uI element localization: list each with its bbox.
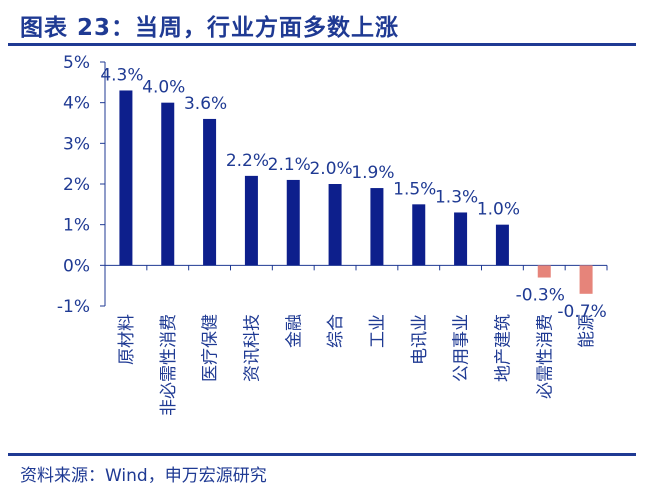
data-label: 2.1% bbox=[268, 155, 311, 175]
data-label: 1.5% bbox=[393, 179, 436, 199]
bar-2 bbox=[161, 102, 175, 266]
category-label: 综合 bbox=[326, 314, 346, 348]
y-tick-label: 3% bbox=[63, 134, 90, 154]
category-label: 医疗保健 bbox=[201, 314, 221, 382]
data-label: 3.6% bbox=[184, 94, 227, 114]
category-label: 工业 bbox=[368, 314, 388, 348]
bar-3 bbox=[203, 118, 217, 266]
category-label: 必需性消费 bbox=[535, 314, 555, 399]
bar-7 bbox=[370, 188, 384, 266]
data-label: 2.0% bbox=[309, 159, 352, 179]
category-label: 金融 bbox=[284, 314, 304, 348]
y-tick-label: -1% bbox=[57, 297, 90, 317]
data-label: -0.3% bbox=[516, 286, 565, 306]
category-label: 公用事业 bbox=[452, 314, 472, 382]
data-label: 2.2% bbox=[226, 151, 269, 171]
y-tick-label: 0% bbox=[63, 256, 90, 276]
data-label: 1.3% bbox=[435, 187, 478, 207]
bar-6 bbox=[328, 184, 342, 266]
data-labels: 4.3%4.0%3.6% 2.2%2.1%2.0%1.9%1.5%1.3%1.0%… bbox=[100, 65, 606, 321]
category-label: 原材料 bbox=[117, 314, 137, 365]
category-labels: 原材料 非必需性消费 医疗保健 资讯科技 金融 综合 工业 电讯业 公用事业 地产建筑 必需性消费 能… bbox=[117, 314, 597, 416]
y-tick-label: 5% bbox=[63, 53, 90, 73]
bar-5 bbox=[286, 179, 300, 266]
category-label: 地产建筑 bbox=[493, 314, 513, 382]
y-axis-ticks: -1% 0% 1% 2% 3% 4% 5% bbox=[57, 53, 608, 317]
data-label: 1.0% bbox=[477, 200, 520, 220]
bar-12 bbox=[579, 265, 593, 294]
data-label: 1.9% bbox=[351, 163, 394, 183]
title-rule bbox=[8, 43, 636, 46]
bar-1 bbox=[119, 90, 133, 266]
chart-title: 图表 23：当周，行业方面多数上涨 bbox=[20, 15, 400, 41]
y-tick-label: 1% bbox=[63, 216, 90, 236]
source-rule bbox=[8, 453, 636, 456]
bar-11 bbox=[537, 265, 551, 278]
y-tick-label: 4% bbox=[63, 94, 90, 114]
category-label: 资讯科技 bbox=[242, 314, 262, 382]
bar-8 bbox=[412, 204, 426, 266]
data-label: -0.7% bbox=[557, 302, 606, 322]
category-label: 非必需性消费 bbox=[159, 314, 179, 416]
data-label: 4.3% bbox=[100, 65, 143, 85]
category-label: 能源 bbox=[577, 314, 597, 348]
bar-9 bbox=[454, 212, 468, 266]
source-note: 资料来源：Wind，申万宏源研究 bbox=[20, 466, 267, 486]
bar-10 bbox=[495, 224, 509, 266]
bar-4 bbox=[244, 175, 258, 266]
y-tick-label: 2% bbox=[63, 175, 90, 195]
category-label: 电讯业 bbox=[410, 314, 430, 365]
chart-bars bbox=[119, 90, 593, 294]
data-label: 4.0% bbox=[142, 78, 185, 98]
